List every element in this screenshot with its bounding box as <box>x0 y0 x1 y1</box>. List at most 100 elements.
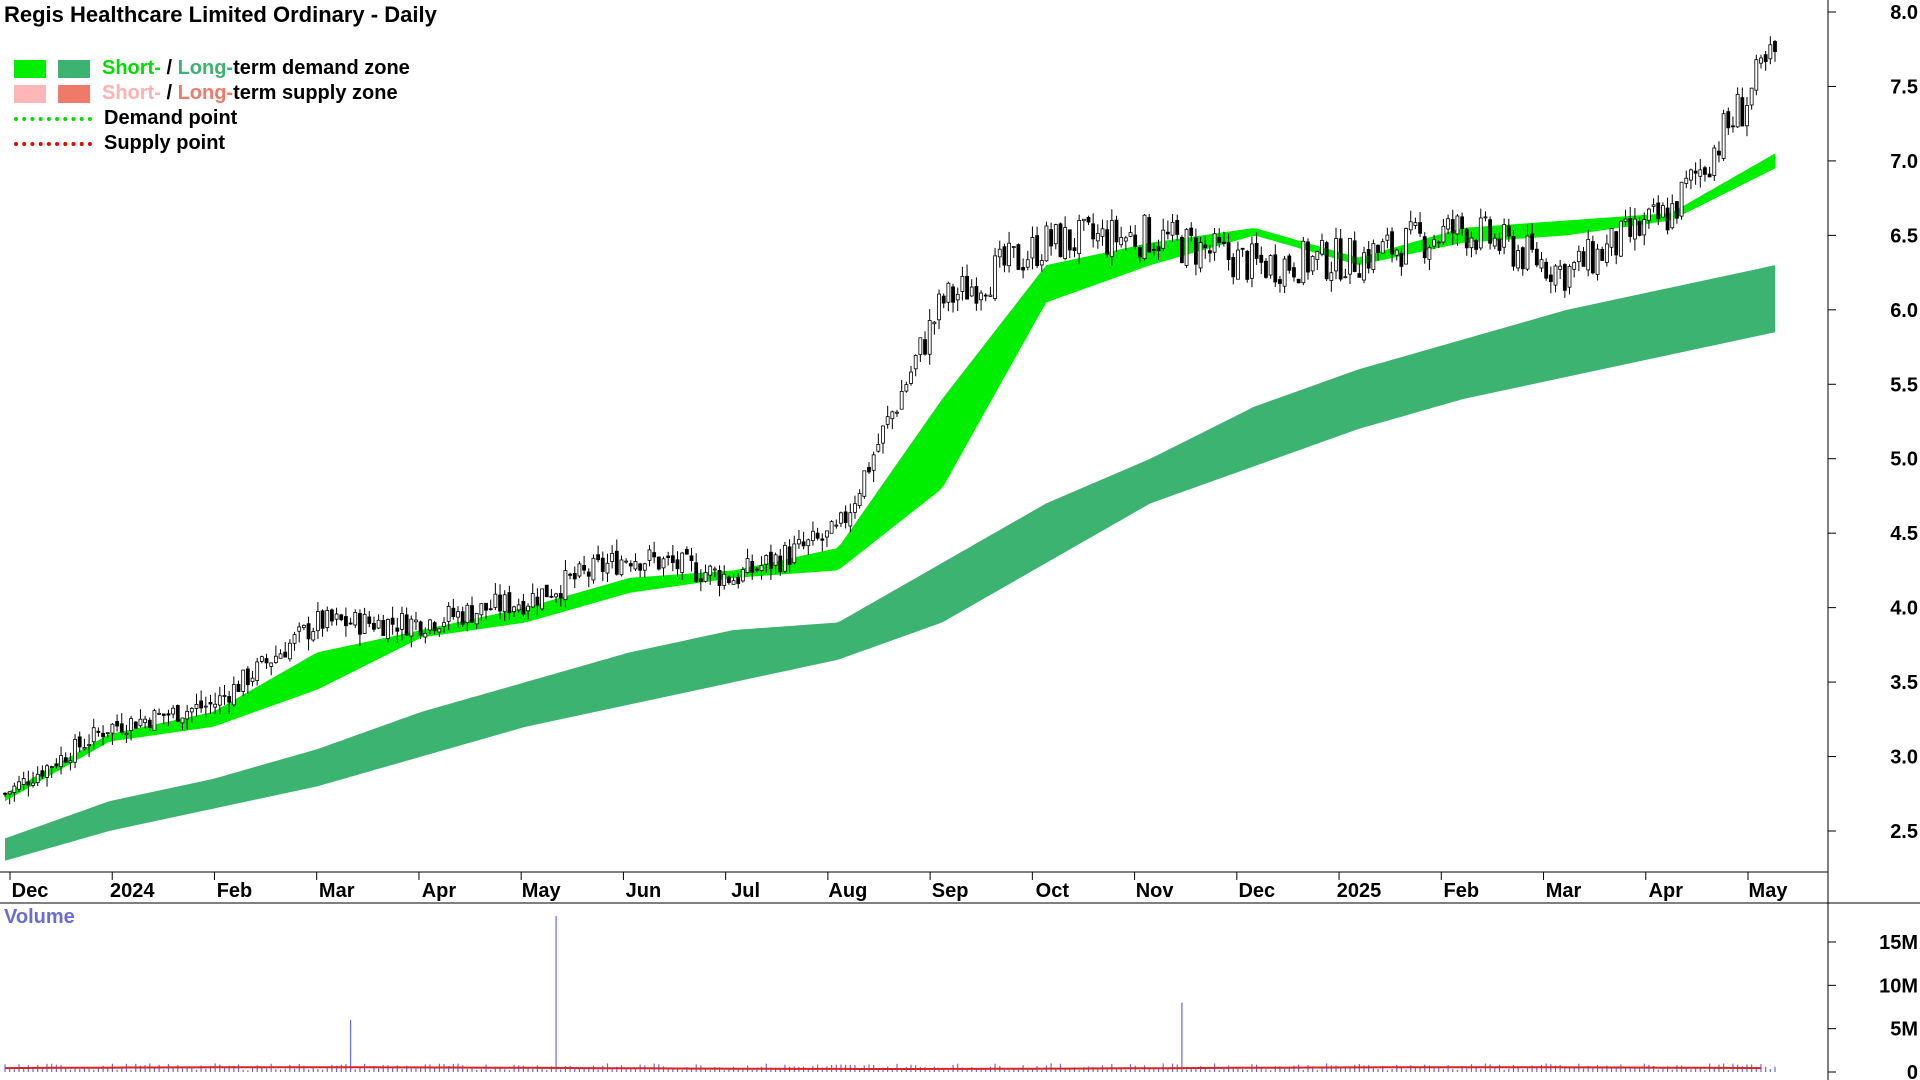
candle-body <box>885 416 890 425</box>
candle <box>1623 209 1628 226</box>
candle <box>941 293 946 309</box>
candle <box>1189 222 1194 242</box>
candle <box>1721 109 1726 161</box>
date-tick-label: May <box>1749 880 1789 902</box>
candle <box>157 708 162 716</box>
candle <box>1002 243 1007 273</box>
candle-body <box>1684 177 1689 184</box>
candle-body <box>376 619 381 629</box>
candle-body <box>899 391 904 410</box>
candle <box>1179 235 1184 264</box>
volume-panel-label: Volume <box>4 906 75 928</box>
candle <box>516 598 521 613</box>
candle <box>17 775 21 793</box>
candle <box>605 553 610 582</box>
candle-body <box>1119 237 1124 246</box>
candle-body <box>1287 255 1292 271</box>
candle <box>437 627 442 637</box>
supply-point-line-swatch <box>14 141 92 146</box>
candle <box>63 752 68 764</box>
candle <box>1628 207 1633 243</box>
candle-body <box>1315 251 1320 260</box>
candle-body <box>1651 204 1656 207</box>
candle-body <box>73 738 77 763</box>
candle <box>470 596 474 624</box>
candles-layer <box>3 36 1777 805</box>
candle-body <box>647 549 652 561</box>
date-tick-label: Sep <box>932 880 969 902</box>
candle-body <box>1768 44 1773 60</box>
candle <box>572 566 577 589</box>
candle-body <box>1100 228 1105 237</box>
candle <box>442 617 446 633</box>
candle <box>717 565 722 597</box>
candle-body <box>526 605 530 612</box>
candle-body <box>1609 228 1614 248</box>
candle-body <box>1735 94 1740 128</box>
candle-body <box>549 595 554 598</box>
candle <box>301 624 306 631</box>
candle-body <box>1418 222 1422 234</box>
candle-body <box>1301 240 1306 284</box>
candle-body <box>797 539 801 545</box>
candle <box>1044 221 1049 262</box>
candle <box>1165 220 1170 240</box>
candle-body <box>624 560 629 563</box>
candle-body <box>1427 247 1432 260</box>
candle <box>1675 200 1679 224</box>
candle <box>1572 260 1577 278</box>
candle-body <box>1362 252 1366 281</box>
candle-body <box>1511 236 1516 267</box>
candle <box>395 617 400 644</box>
legend-demand-point-label: Demand point <box>104 107 238 129</box>
candle <box>1717 141 1721 163</box>
candle-body <box>1548 274 1553 282</box>
candle <box>1315 250 1320 271</box>
candle-body <box>1128 232 1133 237</box>
candle-body <box>1306 241 1310 273</box>
candle-body <box>432 622 437 632</box>
candle <box>554 592 558 603</box>
volume-tick-label: 15M <box>1879 932 1918 954</box>
candle <box>1128 225 1133 238</box>
candle-body <box>754 568 759 571</box>
candle-body <box>1208 250 1212 254</box>
candle <box>133 721 138 729</box>
candle <box>316 602 320 640</box>
price-tick-label: 7.0 <box>1890 151 1918 173</box>
candle-body <box>540 588 544 610</box>
candle-body <box>773 554 778 566</box>
candle-body <box>502 594 507 613</box>
candle-body <box>1222 241 1226 245</box>
candle <box>1670 194 1675 230</box>
candle-body <box>287 642 292 660</box>
candle <box>610 545 615 569</box>
candle-body <box>1044 225 1049 262</box>
candle <box>386 618 390 643</box>
candle <box>783 541 787 574</box>
candle-body <box>241 669 246 692</box>
candle-body <box>1436 241 1441 244</box>
candle <box>923 331 927 356</box>
candle-body <box>783 544 787 572</box>
candle-body <box>460 611 465 625</box>
candle-body <box>325 610 330 628</box>
candle-body <box>1366 249 1371 269</box>
candle-body <box>339 614 344 621</box>
candle-body <box>1623 218 1628 222</box>
candle-body <box>96 730 101 733</box>
candle-body <box>1539 259 1544 269</box>
candle <box>1203 236 1208 259</box>
candle-body <box>1679 181 1684 217</box>
candle-body <box>937 293 941 321</box>
candle-body <box>306 623 311 640</box>
candle-body <box>675 559 680 570</box>
candle <box>1534 242 1539 268</box>
price-tick-label: 2.5 <box>1890 821 1918 843</box>
candle-body <box>1343 276 1348 279</box>
candle-body <box>1348 237 1352 275</box>
candle-body <box>217 695 222 706</box>
candle <box>26 770 31 797</box>
candle <box>1250 236 1254 288</box>
